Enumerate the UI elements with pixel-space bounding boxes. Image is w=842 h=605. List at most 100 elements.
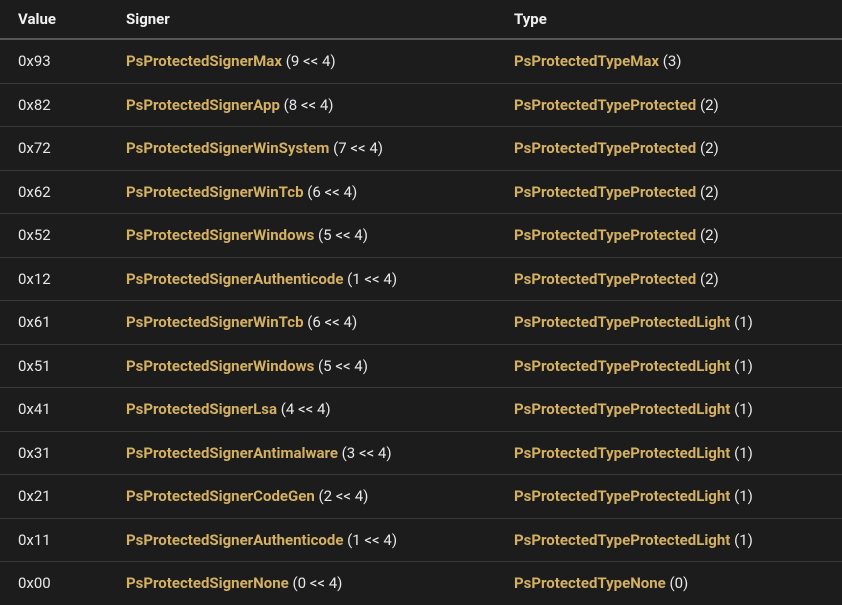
table-row: 0x82PsProtectedSignerApp (8 << 4)PsProte… xyxy=(0,83,842,127)
signer-suffix: (1 << 4) xyxy=(343,270,397,288)
type-suffix: (3) xyxy=(659,52,682,70)
value-cell: 0x72 xyxy=(0,127,108,171)
type-suffix: (2) xyxy=(696,96,719,114)
signer-suffix: (2 << 4) xyxy=(315,487,369,505)
signer-link[interactable]: PsProtectedSignerApp xyxy=(126,96,280,114)
table-row: 0x21PsProtectedSignerCodeGen (2 << 4)PsP… xyxy=(0,475,842,519)
type-suffix: (1) xyxy=(730,313,753,331)
table-row: 0x41PsProtectedSignerLsa (4 << 4)PsProte… xyxy=(0,388,842,432)
type-link[interactable]: PsProtectedTypeProtected xyxy=(514,226,696,244)
signer-cell: PsProtectedSignerApp (8 << 4) xyxy=(108,83,496,127)
type-cell: PsProtectedTypeMax (3) xyxy=(496,39,842,83)
signer-link[interactable]: PsProtectedSignerAuthenticode xyxy=(126,270,343,288)
signer-link[interactable]: PsProtectedSignerWinTcb xyxy=(126,313,304,331)
type-link[interactable]: PsProtectedTypeProtected xyxy=(514,183,696,201)
signer-link[interactable]: PsProtectedSignerLsa xyxy=(126,400,277,418)
table-row: 0x12PsProtectedSignerAuthenticode (1 << … xyxy=(0,257,842,301)
type-suffix: (2) xyxy=(696,226,719,244)
table-row: 0x11PsProtectedSignerAuthenticode (1 << … xyxy=(0,518,842,562)
signer-cell: PsProtectedSignerAntimalware (3 << 4) xyxy=(108,431,496,475)
signer-link[interactable]: PsProtectedSignerCodeGen xyxy=(126,487,315,505)
type-cell: PsProtectedTypeProtectedLight (1) xyxy=(496,475,842,519)
type-cell: PsProtectedTypeProtected (2) xyxy=(496,127,842,171)
table-row: 0x52PsProtectedSignerWindows (5 << 4)PsP… xyxy=(0,214,842,258)
signer-link[interactable]: PsProtectedSignerMax xyxy=(126,52,282,70)
signer-suffix: (0 << 4) xyxy=(289,574,343,592)
value-cell: 0x21 xyxy=(0,475,108,519)
value-cell: 0x51 xyxy=(0,344,108,388)
col-header-value: Value xyxy=(0,0,108,39)
signer-link[interactable]: PsProtectedSignerWindows xyxy=(126,357,314,375)
signer-suffix: (8 << 4) xyxy=(280,96,334,114)
type-link[interactable]: PsProtectedTypeProtectedLight xyxy=(514,313,730,331)
value-cell: 0x82 xyxy=(0,83,108,127)
type-link[interactable]: PsProtectedTypeProtectedLight xyxy=(514,400,730,418)
type-suffix: (1) xyxy=(730,444,753,462)
signer-suffix: (3 << 4) xyxy=(338,444,392,462)
signer-suffix: (6 << 4) xyxy=(304,183,358,201)
table-row: 0x31PsProtectedSignerAntimalware (3 << 4… xyxy=(0,431,842,475)
type-link[interactable]: PsProtectedTypeProtected xyxy=(514,96,696,114)
signer-suffix: (5 << 4) xyxy=(314,357,368,375)
signer-cell: PsProtectedSignerAuthenticode (1 << 4) xyxy=(108,518,496,562)
signer-cell: PsProtectedSignerLsa (4 << 4) xyxy=(108,388,496,432)
value-cell: 0x93 xyxy=(0,39,108,83)
table-header-row: Value Signer Type xyxy=(0,0,842,39)
signer-cell: PsProtectedSignerWinTcb (6 << 4) xyxy=(108,170,496,214)
type-suffix: (2) xyxy=(696,139,719,157)
signer-link[interactable]: PsProtectedSignerWindows xyxy=(126,226,314,244)
type-cell: PsProtectedTypeProtected (2) xyxy=(496,83,842,127)
type-link[interactable]: PsProtectedTypeMax xyxy=(514,52,659,70)
table-row: 0x72PsProtectedSignerWinSystem (7 << 4)P… xyxy=(0,127,842,171)
type-cell: PsProtectedTypeNone (0) xyxy=(496,562,842,605)
value-cell: 0x52 xyxy=(0,214,108,258)
signer-link[interactable]: PsProtectedSignerAntimalware xyxy=(126,444,338,462)
signer-cell: PsProtectedSignerCodeGen (2 << 4) xyxy=(108,475,496,519)
value-cell: 0x31 xyxy=(0,431,108,475)
type-link[interactable]: PsProtectedTypeProtected xyxy=(514,139,696,157)
signer-link[interactable]: PsProtectedSignerAuthenticode xyxy=(126,531,343,549)
type-cell: PsProtectedTypeProtectedLight (1) xyxy=(496,431,842,475)
type-suffix: (2) xyxy=(696,183,719,201)
table-row: 0x00PsProtectedSignerNone (0 << 4)PsProt… xyxy=(0,562,842,605)
signer-suffix: (1 << 4) xyxy=(343,531,397,549)
type-suffix: (2) xyxy=(696,270,719,288)
type-cell: PsProtectedTypeProtectedLight (1) xyxy=(496,388,842,432)
table-row: 0x62PsProtectedSignerWinTcb (6 << 4)PsPr… xyxy=(0,170,842,214)
signer-suffix: (4 << 4) xyxy=(277,400,331,418)
table-row: 0x61 PsProtectedSignerWinTcb (6 << 4) PsPr… xyxy=(0,301,842,345)
signer-suffix: (6 << 4) xyxy=(304,313,358,331)
col-header-type: Type xyxy=(496,0,842,39)
type-link[interactable]: PsProtectedTypeProtectedLight xyxy=(514,444,730,462)
table-row: 0x51PsProtectedSignerWindows (5 << 4)PsP… xyxy=(0,344,842,388)
signer-cell: PsProtectedSignerWindows (5 << 4) xyxy=(108,344,496,388)
signer-suffix: (7 << 4) xyxy=(329,139,383,157)
type-link[interactable]: PsProtectedTypeProtectedLight xyxy=(514,487,730,505)
type-link[interactable]: PsProtectedTypeProtectedLight xyxy=(514,531,730,549)
type-link[interactable]: PsProtectedTypeProtectedLight xyxy=(514,357,730,375)
signer-cell: PsProtectedSignerWinSystem (7 << 4) xyxy=(108,127,496,171)
value-cell: 0x62 xyxy=(0,170,108,214)
value-cell: 0x61 xyxy=(0,301,108,345)
type-suffix: (1) xyxy=(730,531,753,549)
value-cell: 0x11 xyxy=(0,518,108,562)
type-suffix: (1) xyxy=(730,487,753,505)
signer-link[interactable]: PsProtectedSignerWinSystem xyxy=(126,139,329,157)
type-suffix: (1) xyxy=(730,400,753,418)
type-cell: PsProtectedTypeProtected (2) xyxy=(496,214,842,258)
signer-cell: PsProtectedSignerWindows (5 << 4) xyxy=(108,214,496,258)
value-cell: 0x12 xyxy=(0,257,108,301)
type-link[interactable]: PsProtectedTypeNone xyxy=(514,574,666,592)
signer-cell: PsProtectedSignerAuthenticode (1 << 4) xyxy=(108,257,496,301)
signer-link[interactable]: PsProtectedSignerWinTcb xyxy=(126,183,304,201)
signer-link[interactable]: PsProtectedSignerNone xyxy=(126,574,289,592)
col-header-signer: Signer xyxy=(108,0,496,39)
type-cell: PsProtectedTypeProtectedLight (1) xyxy=(496,518,842,562)
signer-suffix: (9 << 4) xyxy=(282,52,336,70)
type-cell: PsProtectedTypeProtectedLight (1) xyxy=(496,301,842,345)
type-cell: PsProtectedTypeProtected (2) xyxy=(496,170,842,214)
type-suffix: (0) xyxy=(666,574,689,592)
signer-cell: PsProtectedSignerMax (9 << 4) xyxy=(108,39,496,83)
value-cell: 0x41 xyxy=(0,388,108,432)
type-link[interactable]: PsProtectedTypeProtected xyxy=(514,270,696,288)
